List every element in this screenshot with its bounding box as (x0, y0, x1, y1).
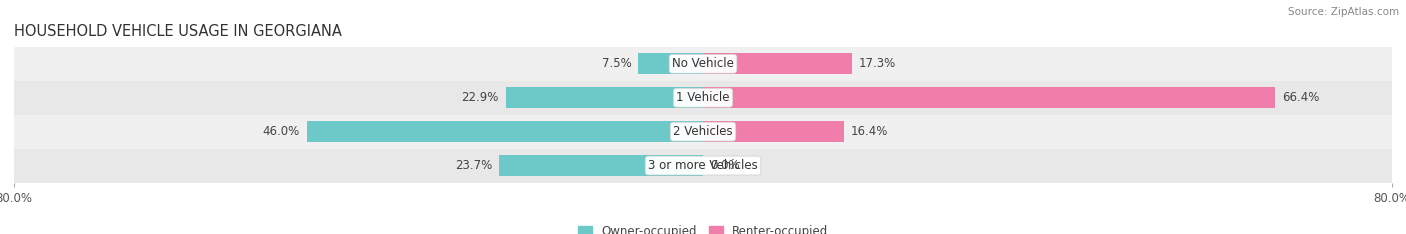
Text: 17.3%: 17.3% (859, 57, 896, 70)
Bar (638, 53, 703, 74)
Bar (14, 149, 1392, 183)
Text: 7.5%: 7.5% (602, 57, 631, 70)
Bar (307, 121, 703, 142)
Text: HOUSEHOLD VEHICLE USAGE IN GEORGIANA: HOUSEHOLD VEHICLE USAGE IN GEORGIANA (14, 24, 342, 39)
Text: No Vehicle: No Vehicle (672, 57, 734, 70)
Text: 46.0%: 46.0% (263, 125, 299, 138)
Text: 16.4%: 16.4% (851, 125, 889, 138)
Bar (14, 81, 1392, 115)
Bar (14, 47, 1392, 81)
Text: 23.7%: 23.7% (454, 159, 492, 172)
Text: 1 Vehicle: 1 Vehicle (676, 91, 730, 104)
Bar (499, 155, 703, 176)
Text: 2 Vehicles: 2 Vehicles (673, 125, 733, 138)
Bar (506, 87, 703, 108)
Text: 66.4%: 66.4% (1282, 91, 1319, 104)
Text: 0.0%: 0.0% (710, 159, 740, 172)
Bar (703, 121, 844, 142)
Text: 3 or more Vehicles: 3 or more Vehicles (648, 159, 758, 172)
Text: 22.9%: 22.9% (461, 91, 499, 104)
Bar (703, 53, 852, 74)
Legend: Owner-occupied, Renter-occupied: Owner-occupied, Renter-occupied (578, 225, 828, 234)
Bar (14, 115, 1392, 149)
Text: Source: ZipAtlas.com: Source: ZipAtlas.com (1288, 7, 1399, 17)
Bar (703, 87, 1275, 108)
